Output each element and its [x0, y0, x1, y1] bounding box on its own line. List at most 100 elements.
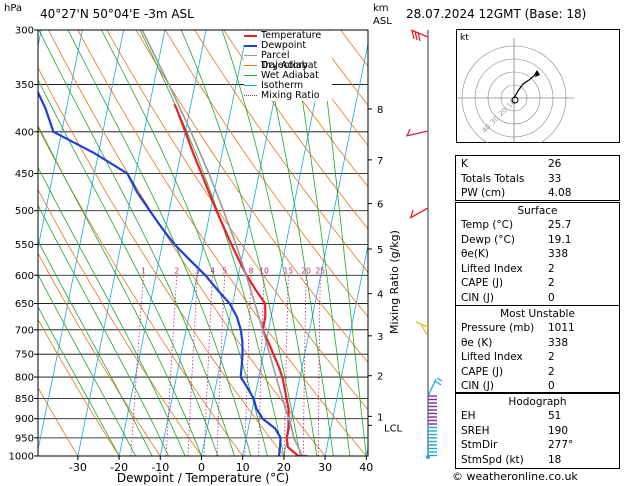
isotherm-line	[365, 445, 368, 456]
temperature-tick-label: 0	[198, 461, 205, 474]
altitude-tick-label: 1	[377, 412, 383, 423]
wet-adiabat-line	[221, 30, 318, 456]
index-value: 2	[548, 365, 555, 378]
legend-swatch	[244, 35, 257, 37]
isotherm-line	[77, 30, 166, 456]
mixing-ratio-line	[284, 275, 289, 456]
index-row: Temp (°C) 25.7	[456, 218, 619, 232]
wet-adiabat-line	[258, 30, 334, 456]
index-row: CIN (J) 0	[456, 379, 619, 393]
hpa-unit-label: hPa	[4, 3, 23, 14]
legend-swatch	[244, 85, 257, 86]
index-row: StmSpd (kt) 18	[456, 453, 619, 467]
pressure-tick-label: 800	[15, 373, 34, 384]
location-title: 40°27'N 50°04'E -3m ASL	[40, 7, 194, 21]
index-row: CAPE (J) 2	[456, 276, 619, 290]
pressure-tick-label: 500	[15, 206, 34, 217]
index-value: 338	[548, 336, 569, 349]
mixing-ratio-tick-label: 20	[301, 266, 311, 275]
hodograph-ring-label: 20	[497, 106, 509, 118]
mixing-ratio-line	[244, 275, 252, 456]
dry-adiabat-line	[106, 30, 368, 411]
mixing-ratio-tick-label: 2	[174, 266, 179, 275]
surface-panel: Surface Temp (°C) 25.7 Dewp (°C) 19.1 θe(K) 3…	[455, 202, 620, 306]
hodograph-trace	[513, 70, 538, 99]
legend-label: Mixing Ratio	[261, 90, 320, 101]
dry-adiabat-line	[38, 126, 244, 456]
mixing-ratio-line	[258, 275, 265, 456]
mixing-ratio-tick-label: 1	[141, 266, 146, 275]
altitude-tick-label: LCL	[384, 423, 403, 434]
mixing-ratio-tick-label: 3	[195, 266, 200, 275]
index-key: Pressure (mb)	[461, 322, 535, 334]
index-key: CAPE (J)	[461, 277, 504, 290]
mixing-ratio-tick-label: 10	[259, 266, 269, 275]
indices-panel: K 26 Totals Totals 33 PW (cm) 4.08	[455, 155, 620, 201]
hodograph-arrow-icon	[535, 70, 540, 77]
pressure-tick-label: 600	[15, 271, 34, 282]
most-unstable-title: Most Unstable	[500, 308, 575, 320]
dry-adiabat-line	[77, 30, 367, 456]
index-key: Lifted Index	[461, 351, 523, 364]
legend-swatch	[244, 55, 257, 56]
dry-adiabat-line	[223, 30, 368, 230]
wet-adiabat-line	[38, 240, 153, 456]
wind-barb-icon	[410, 29, 429, 42]
index-key: StmSpd (kt)	[461, 453, 524, 466]
index-row: Lifted Index 2	[456, 262, 619, 276]
mixing-ratio-tick-label: 5	[222, 266, 227, 275]
pressure-tick-label: 750	[15, 350, 34, 361]
temperature-tick-label: 40	[359, 461, 373, 474]
index-key: CIN (J)	[461, 292, 494, 304]
altitude-tick-label: 6	[377, 200, 383, 211]
dry-adiabat-line	[38, 252, 161, 456]
wet-adiabat-line	[38, 204, 169, 456]
index-value: 51	[548, 410, 562, 422]
pressure-tick-label: 850	[15, 394, 34, 405]
datetime-title: 28.07.2024 12GMT (Base: 18)	[406, 7, 587, 21]
temperature-tick-label: 30	[318, 461, 332, 474]
dry-adiabat-line	[38, 188, 202, 456]
index-value: 18	[548, 453, 562, 466]
pressure-tick-label: 1000	[9, 452, 34, 463]
mixing-ratio-tick-label: 15	[284, 266, 294, 275]
mixing-ratio-line	[187, 275, 198, 456]
wind-barb-icon	[415, 321, 429, 336]
index-value: 19.1	[548, 233, 572, 246]
index-row: StmDir 277°	[456, 438, 619, 452]
temperature-tick-label: 10	[236, 461, 250, 474]
footer-credit[interactable]: © weatheronline.co.uk	[452, 470, 578, 483]
wet-adiabat-line	[38, 30, 235, 456]
wet-adiabat-line	[38, 273, 136, 456]
index-value: 2	[548, 277, 555, 290]
index-row: PW (cm) 4.08	[456, 186, 619, 200]
dry-adiabat-line	[164, 30, 368, 318]
altitude-tick-label: 8	[377, 105, 383, 116]
altitude-tick-label: 5	[377, 245, 383, 256]
index-row: CIN (J) 0	[456, 291, 619, 305]
index-row: Totals Totals 33	[456, 172, 619, 186]
pressure-tick-label: 700	[15, 325, 34, 336]
isotherm-line	[38, 30, 125, 452]
index-key: K	[461, 158, 468, 170]
wind-barb-icon	[409, 207, 429, 219]
index-row: K 26	[456, 157, 619, 171]
pressure-tick-label: 950	[15, 433, 34, 444]
surface-title: Surface	[517, 205, 558, 217]
index-row: Lifted Index 2	[456, 350, 619, 364]
pressure-tick-label: 550	[15, 240, 34, 251]
chart-legend: Temperature Dewpoint Parcel Trajectory Dry …	[244, 31, 332, 101]
legend-label: Isotherm	[261, 80, 304, 91]
index-value: 338	[548, 248, 569, 261]
wet-adiabat-line	[38, 124, 202, 456]
temperature-tick-label: -10	[151, 461, 169, 474]
index-key: Lifted Index	[461, 262, 523, 275]
hodograph-kt-label: kt	[460, 33, 469, 43]
hodograph-title: Hodograph	[508, 396, 567, 408]
temperature-line	[173, 103, 308, 456]
index-value: 0	[548, 292, 555, 304]
index-key: PW (cm)	[461, 187, 506, 200]
wet-adiabat-line	[139, 30, 285, 456]
